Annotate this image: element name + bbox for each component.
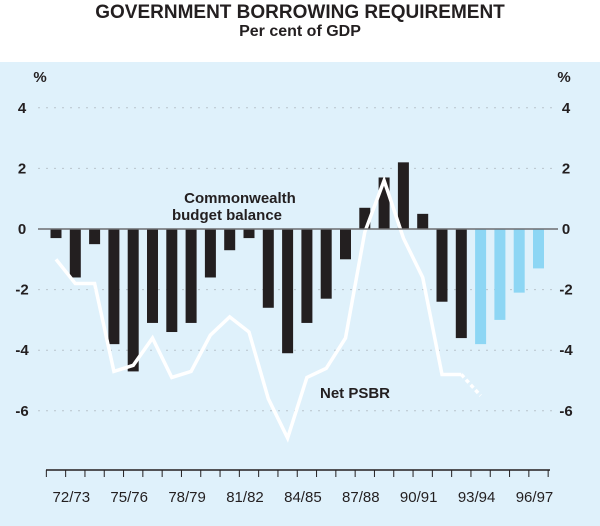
bar-76/77	[147, 229, 158, 323]
series-label-psbr: Net PSBR	[320, 385, 390, 402]
y-tick-label-right: 4	[562, 100, 571, 117]
bar-71/72	[50, 229, 62, 239]
y-tick-label-left: 2	[18, 160, 26, 177]
bar-75/76	[127, 229, 139, 372]
bar-94/95	[494, 229, 506, 320]
y-tick-label-left: -2	[15, 282, 28, 299]
bar-89/90	[397, 162, 409, 229]
x-tick-label: 90/91	[400, 489, 438, 506]
y-tick-label-left: -6	[15, 403, 28, 420]
series-label-budget-1: Commonwealth	[184, 190, 296, 207]
bar-86/87	[340, 229, 351, 260]
x-tick-label: 96/97	[516, 489, 554, 506]
net-psbr-line	[54, 175, 462, 443]
y-tick-label-right: 0	[562, 221, 570, 238]
bar-72/73	[69, 229, 81, 278]
x-tick-label: 75/76	[110, 489, 148, 506]
x-tick-label: 81/82	[226, 489, 264, 506]
series-label-budget-2: budget balance	[172, 207, 282, 224]
bar-83/84	[282, 229, 294, 354]
chart-title: GOVERNMENT BORROWING REQUIREMENT	[95, 2, 505, 23]
bar-87/88	[359, 207, 371, 229]
bar-81/82	[243, 229, 255, 239]
chart-subtitle: Per cent of GDP	[239, 23, 361, 40]
x-tick-label: 87/88	[342, 489, 380, 506]
bar-90/91	[417, 213, 429, 229]
y-tick-label-right: -6	[559, 403, 572, 420]
bar-82/83	[262, 229, 274, 308]
bar-73/74	[89, 229, 101, 245]
bar-85/86	[320, 229, 332, 299]
bar-84/85	[301, 229, 313, 323]
x-tick-label: 84/85	[284, 489, 322, 506]
y-tick-label-right: -2	[559, 282, 572, 299]
bar-77/78	[166, 229, 178, 333]
bar-80/81	[224, 229, 236, 251]
bar-79/80	[204, 229, 216, 278]
bar-95/96	[513, 229, 525, 293]
x-tick-label: 72/73	[53, 489, 91, 506]
y-unit-left: %	[33, 69, 46, 86]
y-unit-right: %	[557, 69, 570, 86]
bar-92/93	[455, 229, 467, 339]
y-tick-label-left: 4	[18, 100, 27, 117]
plot-background	[0, 62, 600, 526]
y-tick-label-right: 2	[562, 160, 570, 177]
x-tick-label: 93/94	[458, 489, 496, 506]
bar-88/89	[378, 177, 390, 229]
x-tick-label: 78/79	[168, 489, 206, 506]
bar-78/79	[185, 229, 197, 323]
y-tick-label-left: -4	[15, 342, 29, 359]
bar-91/92	[436, 229, 448, 302]
net-psbr-forecast-line	[460, 373, 482, 397]
bar-96/97	[533, 229, 544, 269]
bar-93/94	[475, 229, 487, 345]
y-tick-label-right: -4	[559, 342, 573, 359]
bar-74/75	[108, 229, 120, 345]
y-tick-label-left: 0	[18, 221, 26, 238]
